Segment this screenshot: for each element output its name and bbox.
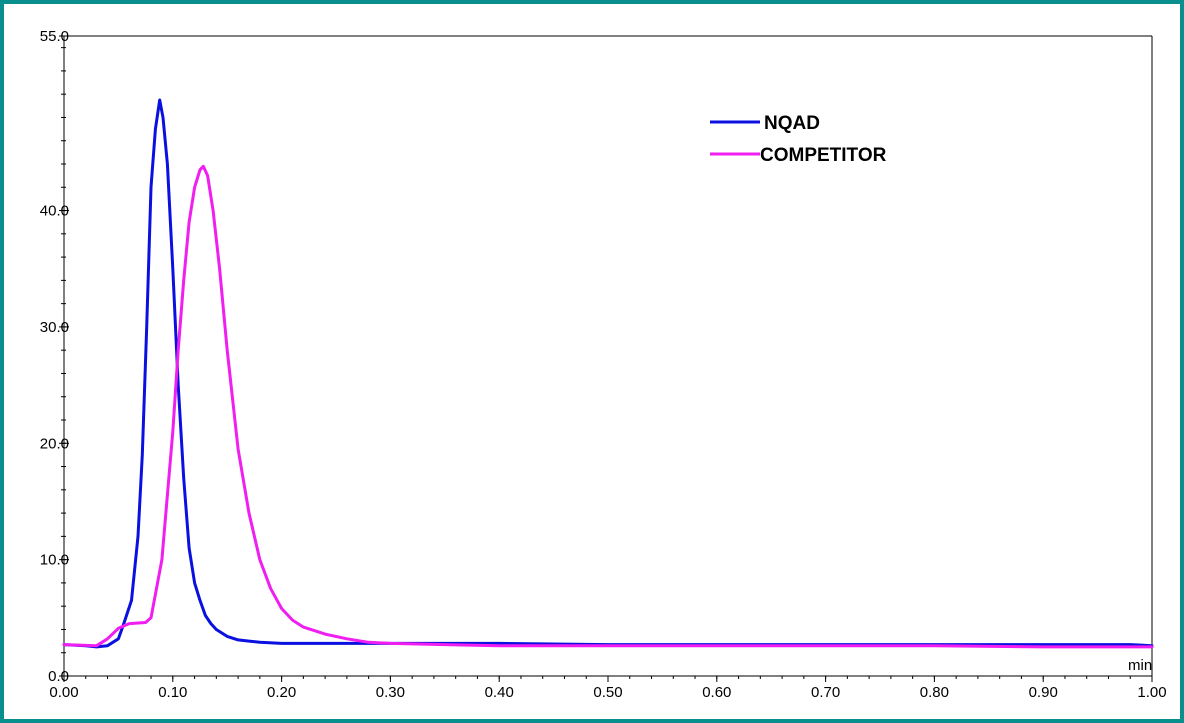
x-tick-label: 0.00 xyxy=(49,684,78,701)
series-line-nqad xyxy=(62,98,1154,649)
chromatogram-chart: 0.00 0.10 0.20 0.30 0.40 0.50 0.60 0.70 0.80 0.90… xyxy=(40,28,1167,701)
x-tick-label: 0.70 xyxy=(811,684,840,701)
legend-label: COMPETITOR xyxy=(760,145,887,166)
x-unit-label: min xyxy=(1128,657,1152,674)
y-tick-label: 30.0 xyxy=(40,319,69,336)
series-line-competitor xyxy=(62,164,1154,649)
x-tick-label: 0.90 xyxy=(1029,684,1058,701)
x-tick-label: 0.60 xyxy=(702,684,731,701)
axes xyxy=(63,35,1153,677)
x-ticks: 0.00 0.10 0.20 0.30 0.40 0.50 0.60 0.70 0.80 0.90… xyxy=(49,676,1167,701)
legend: NQAD COMPETITOR xyxy=(710,113,887,166)
x-tick-label: 0.50 xyxy=(593,684,622,701)
x-tick-label: 0.30 xyxy=(376,684,405,701)
y-tick-label: 55.0 xyxy=(40,28,69,45)
series-layer xyxy=(62,98,1154,649)
x-tick-label: 0.20 xyxy=(267,684,296,701)
y-tick-label: 10.0 xyxy=(40,552,69,569)
legend-label: NQAD xyxy=(764,113,820,134)
x-tick-label: 0.10 xyxy=(158,684,187,701)
x-tick-label: 1.00 xyxy=(1137,684,1166,701)
y-ticks: 0.0 10.0 20.0 30.0 40.0 55.0 xyxy=(40,28,69,685)
y-tick-label: 0.0 xyxy=(48,668,69,685)
y-tick-label: 20.0 xyxy=(40,435,69,452)
y-tick-label: 40.0 xyxy=(40,203,69,220)
x-tick-label: 0.80 xyxy=(920,684,949,701)
x-tick-label: 0.40 xyxy=(485,684,514,701)
